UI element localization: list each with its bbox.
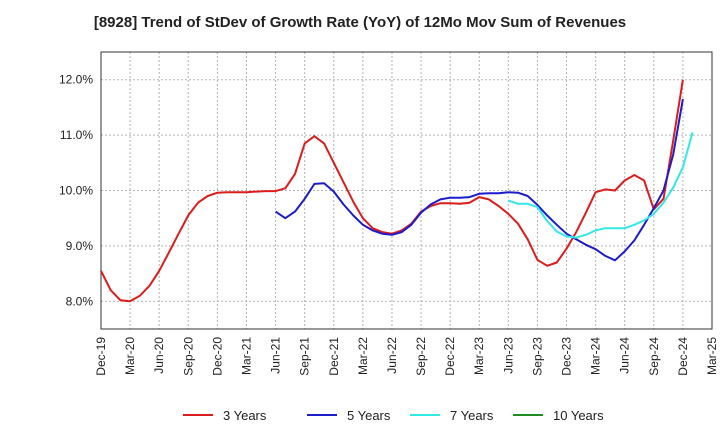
y-tick-label: 8.0%	[66, 294, 94, 308]
x-tick-label: Dec-23	[560, 337, 574, 376]
x-tick-label: Jun-22	[385, 337, 399, 374]
y-tick-label: 11.0%	[60, 128, 93, 142]
legend-label-7-years: 7 Years	[450, 408, 494, 423]
x-tick-label: Mar-21	[239, 337, 253, 375]
x-tick-label: Sep-21	[298, 337, 312, 376]
chart-title: [8928] Trend of StDev of Growth Rate (Yo…	[93, 14, 627, 31]
x-tick-label: Mar-25	[705, 337, 719, 375]
x-tick-label: Sep-24	[647, 337, 661, 376]
series-line-3-years	[100, 79, 684, 303]
x-tick-label: Dec-19	[94, 337, 108, 376]
series-layer	[100, 79, 694, 303]
x-tick-label: Dec-24	[676, 337, 690, 376]
legend: 3 Years 5 Years 7 Years 10 Years	[183, 408, 604, 423]
x-tick-label: Jun-20	[152, 337, 166, 374]
plot-area	[100, 51, 713, 330]
x-tick-label: Sep-20	[181, 337, 195, 376]
y-tick-label: 9.0%	[66, 239, 94, 253]
x-tick-label: Dec-21	[327, 337, 341, 376]
x-axis: Dec-19 Mar-20 Jun-20 Sep-20 Dec-20 Mar-21 Jun-…	[94, 337, 719, 376]
y-tick-label: 10.0%	[59, 184, 93, 198]
x-tick-label: Sep-23	[530, 337, 544, 376]
y-tick-label: 12.0%	[59, 73, 93, 87]
x-tick-label: Dec-22	[443, 337, 457, 376]
x-tick-label: Mar-20	[123, 337, 137, 375]
legend-label-3-years: 3 Years	[223, 408, 267, 423]
x-tick-label: Jun-24	[618, 337, 632, 374]
grid-layer	[101, 52, 712, 329]
x-tick-label: Dec-20	[210, 337, 224, 376]
x-tick-label: Mar-23	[472, 337, 486, 375]
x-tick-label: Mar-22	[356, 337, 370, 375]
x-tick-label: Mar-24	[589, 337, 603, 375]
series-line-7-years	[507, 132, 694, 239]
y-axis: 8.0% 9.0% 10.0% 11.0% 12.0%	[59, 73, 93, 309]
series-line-5-years	[275, 98, 684, 262]
x-tick-label: Sep-22	[414, 337, 428, 376]
x-tick-label: Jun-21	[269, 337, 283, 374]
legend-label-5-years: 5 Years	[347, 408, 391, 423]
legend-label-10-years: 10 Years	[553, 408, 604, 423]
x-tick-label: Jun-23	[501, 337, 515, 374]
